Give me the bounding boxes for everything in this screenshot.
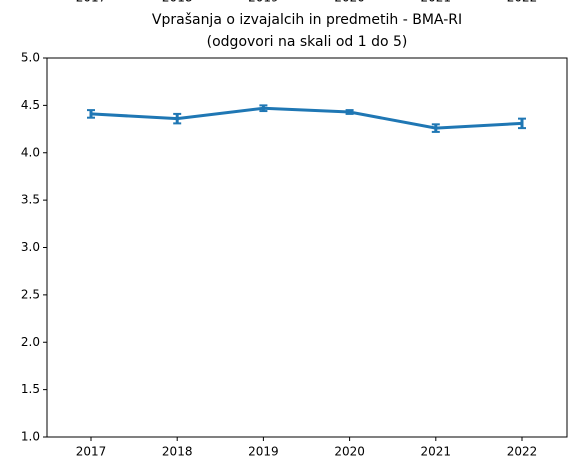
x-tick-label: 2017 xyxy=(76,445,107,459)
x-tick-label-top: 2022 xyxy=(507,0,538,5)
x-tick-label-top: 2021 xyxy=(421,0,452,5)
y-tick-label: 2.5 xyxy=(21,287,40,301)
y-tick-label: 3.0 xyxy=(21,240,40,254)
y-tick-label: 3.5 xyxy=(21,193,40,207)
chart-title: Vprašanja o izvajalcih in predmetih - BM… xyxy=(152,12,462,28)
x-tick-label: 2018 xyxy=(162,445,193,459)
y-tick-label: 2.0 xyxy=(21,335,40,349)
y-tick-label: 4.0 xyxy=(21,145,40,159)
y-tick-label: 5.0 xyxy=(21,51,40,65)
x-tick-label-top: 2020 xyxy=(334,0,365,5)
y-tick-label: 4.5 xyxy=(21,98,40,112)
x-tick-label-top: 2017 xyxy=(76,0,107,5)
chart-subtitle: (odgovori na skali od 1 do 5) xyxy=(207,34,408,50)
y-tick-label: 1.0 xyxy=(21,430,40,444)
x-tick-label-top: 2018 xyxy=(162,0,193,5)
x-tick-label: 2022 xyxy=(507,445,538,459)
line xyxy=(90,106,523,130)
x-tick-label-top: 2019 xyxy=(248,0,279,5)
x-tick-label: 2019 xyxy=(248,445,279,459)
x-tick-label: 2021 xyxy=(421,445,452,459)
y-tick-label: 1.5 xyxy=(21,382,40,396)
x-tick-label: 2020 xyxy=(334,445,365,459)
